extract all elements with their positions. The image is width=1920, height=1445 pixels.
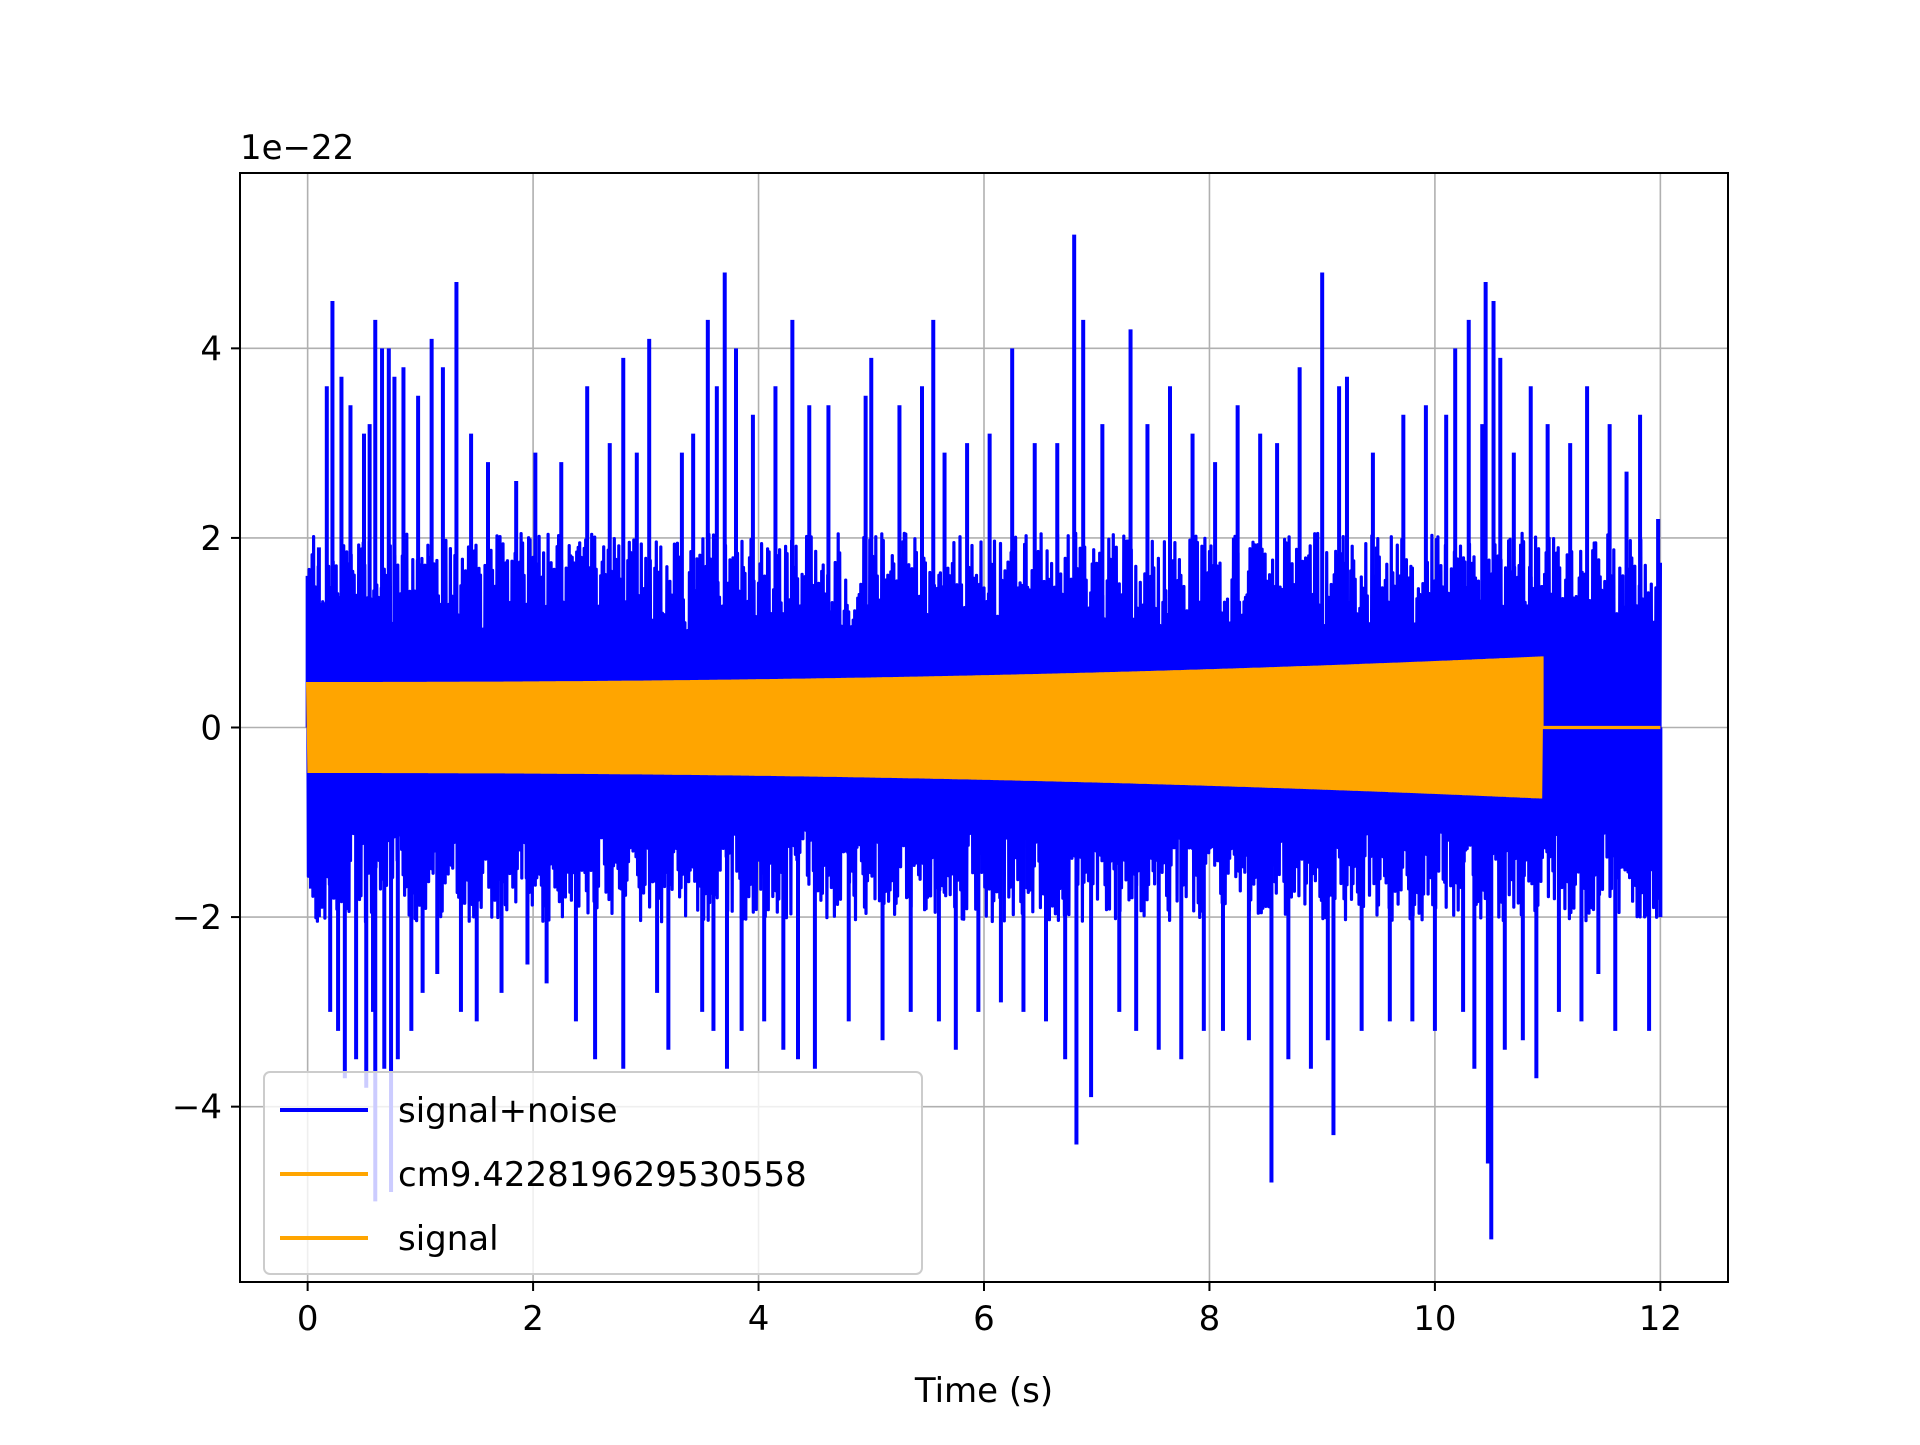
legend-label: cm9.422819629530558 [398,1155,807,1195]
y-tick-label: 2 [200,519,222,559]
x-tick-label: 8 [1199,1299,1221,1339]
y-tick-label: −4 [172,1088,222,1128]
x-tick-label: 6 [973,1299,995,1339]
x-tick-label: 12 [1639,1299,1682,1339]
x-axis-label: Time (s) [914,1371,1053,1411]
y-tick-label: −2 [172,898,222,938]
legend-label: signal [398,1219,499,1259]
series-line-signal-noise [306,531,1662,924]
y-tick-label: 4 [200,329,222,369]
legend-label: signal+noise [398,1091,618,1131]
series-line-signal [306,656,1661,799]
ticks: 0 2 4 6 8 10 12 −4 −2 0 2 4 [172,329,1682,1339]
legend-box [263,1071,923,1275]
x-tick-label: 2 [522,1299,544,1339]
x-tick-label: 10 [1413,1299,1456,1339]
x-tick-label: 0 [297,1299,319,1339]
y-tick-label: 0 [200,709,222,749]
y-offset-label: 1e−22 [240,128,354,168]
x-tick-label: 4 [748,1299,770,1339]
legend: signal+noise cm9.422819629530558 signal [263,1071,923,1275]
